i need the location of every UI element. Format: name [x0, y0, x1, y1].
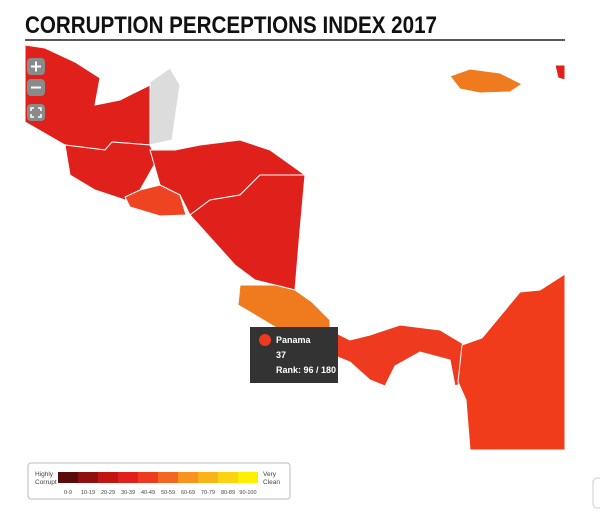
legend-swatch: [78, 472, 98, 483]
legend-swatch: [238, 472, 258, 483]
tooltip-rank: Rank: 96 / 180: [276, 365, 336, 375]
legend-bin-label: 20-29: [101, 490, 115, 496]
jamaica[interactable]: [449, 68, 523, 94]
guatemala[interactable]: [64, 141, 158, 201]
legend-bin-label: 80-89: [221, 490, 235, 496]
haiti[interactable]: [554, 64, 566, 81]
tooltip-country: Panama: [276, 335, 312, 345]
side-tab: [592, 477, 600, 509]
legend-bin-label: 90-100: [239, 490, 256, 496]
nicaragua[interactable]: [189, 174, 306, 291]
zoom-controls: [27, 58, 45, 121]
legend-swatch: [98, 472, 118, 483]
panama[interactable]: [329, 324, 471, 387]
legend-bin-label: 10-19: [81, 490, 95, 496]
legend-bin-label: 70-79: [201, 490, 215, 496]
legend-swatch: [138, 472, 158, 483]
plus-icon: [31, 61, 41, 72]
belize[interactable]: [149, 67, 181, 146]
legend-low-label: Highly: [35, 471, 54, 478]
legend-high-label: Clean: [263, 479, 280, 486]
legend: Highly Corrupt Very Clean 0-9 10-19 20-29 3…: [27, 462, 291, 500]
tooltip: Panama 37 Rank: 96 / 180: [250, 327, 338, 383]
fullscreen-button[interactable]: [27, 104, 45, 121]
legend-bin-label: 50-59: [161, 490, 175, 496]
legend-swatch: [158, 472, 178, 483]
tooltip-score: 37: [276, 350, 286, 360]
el-salvador[interactable]: [124, 184, 187, 217]
colombia[interactable]: [457, 273, 566, 451]
legend-bin-label: 0-9: [64, 490, 72, 496]
legend-swatch: [198, 472, 218, 483]
legend-swatch: [58, 472, 78, 483]
legend-swatch: [118, 472, 138, 483]
legend-bin-label: 60-69: [181, 490, 195, 496]
legend-bin-label: 40-49: [141, 490, 155, 496]
title: CORRUPTION PERCEPTIONS INDEX 2017: [25, 12, 437, 39]
legend-low-label: Corrupt: [35, 479, 57, 486]
tooltip-swatch: [259, 334, 271, 346]
legend-bin-label: 30-39: [121, 490, 135, 496]
map[interactable]: [24, 44, 566, 451]
fullscreen-icon: [30, 107, 42, 118]
legend-swatch: [178, 472, 198, 483]
legend-high-label: Very: [263, 471, 277, 478]
legend-swatch: [218, 472, 238, 483]
